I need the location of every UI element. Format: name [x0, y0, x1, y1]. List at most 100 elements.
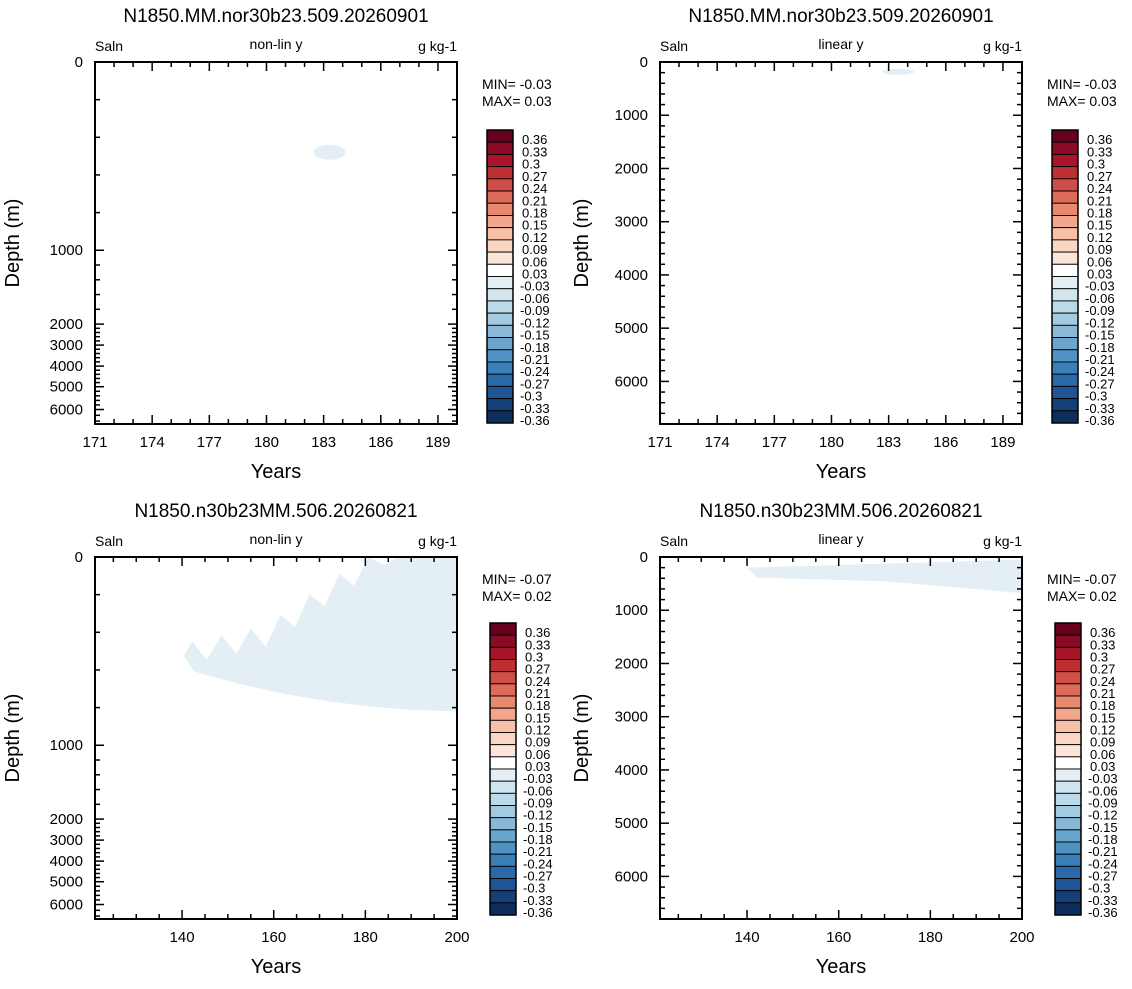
colorbar-swatch	[1054, 853, 1082, 867]
colorbar-swatch	[1054, 902, 1082, 916]
x-tick-label: 171	[647, 434, 672, 451]
max-value-text: MAX= 0.02	[482, 588, 552, 604]
y-axis-label: Depth (m)	[571, 199, 593, 288]
colorbar-swatch	[1054, 707, 1082, 721]
colorbar-label: -0.06	[1085, 291, 1115, 306]
colorbar-label: 0.15	[525, 710, 550, 725]
x-tick-label: 186	[368, 434, 393, 451]
y-tick-label: 1000	[615, 107, 648, 124]
colorbar-label: -0.15	[523, 820, 553, 835]
colorbar-label: -0.15	[1088, 820, 1118, 835]
colorbar-swatch	[1051, 141, 1079, 155]
colorbar-swatch	[1051, 361, 1079, 375]
colorbar-swatch	[1054, 756, 1082, 770]
colorbar-frame	[486, 129, 514, 424]
colorbar-label: -0.3	[523, 881, 545, 896]
colorbar-label: 0.06	[525, 747, 550, 762]
colorbar-swatch	[1054, 744, 1082, 758]
x-tick-label: 160	[261, 929, 286, 946]
colorbar-swatch	[486, 227, 514, 241]
anomaly-fills	[882, 68, 915, 75]
colorbar-swatch	[1051, 373, 1079, 387]
colorbar-swatch	[486, 239, 514, 253]
colorbar-swatch	[489, 707, 517, 721]
colorbar-swatch	[486, 178, 514, 192]
colorbar-label: 0.18	[522, 205, 547, 220]
colorbar-swatch	[489, 780, 517, 794]
colorbar-label: -0.27	[1085, 376, 1115, 391]
colorbar-label: -0.03	[523, 771, 553, 786]
colorbar-swatch	[1051, 324, 1079, 338]
colorbar-swatch	[1051, 349, 1079, 363]
colorbar-swatch	[1054, 768, 1082, 782]
colorbar-label: -0.15	[1085, 328, 1115, 343]
colorbar-swatch	[1051, 239, 1079, 253]
colorbar-swatch	[489, 719, 517, 733]
colorbar-label: -0.09	[523, 796, 553, 811]
colorbar-label: 0.3	[1087, 157, 1105, 172]
colorbar-swatch	[489, 671, 517, 685]
colorbar-label: -0.09	[520, 303, 550, 318]
scale-label: non-lin y	[250, 531, 303, 547]
colorbar-label: -0.06	[1088, 783, 1118, 798]
colorbar-label: -0.09	[1085, 303, 1115, 318]
colorbar-label: 0.06	[1090, 747, 1115, 762]
colorbar-swatch	[489, 768, 517, 782]
colorbar: 0.360.330.30.270.240.210.180.150.120.090…	[486, 129, 550, 428]
colorbar-swatch	[489, 878, 517, 892]
colorbar-label: -0.06	[520, 291, 550, 306]
y-tick-label: 4000	[615, 762, 648, 779]
colorbar-swatch	[489, 902, 517, 916]
x-tick-label: 180	[918, 929, 943, 946]
colorbar-label: -0.18	[520, 340, 550, 355]
colorbar-label: 0.21	[522, 193, 547, 208]
colorbar-swatch	[489, 659, 517, 673]
colorbar-label: 0.36	[1090, 625, 1115, 640]
colorbar-swatch	[489, 744, 517, 758]
colorbar-label: 0.33	[1087, 144, 1112, 159]
min-value-text: MIN= -0.07	[482, 571, 552, 587]
x-tick-label: 174	[705, 434, 730, 451]
colorbar-swatch	[1051, 410, 1079, 424]
colorbar-label: 0.24	[1087, 181, 1112, 196]
colorbar-label: 0.12	[1090, 723, 1115, 738]
colorbar-swatch	[1054, 817, 1082, 831]
x-tick-label: 177	[197, 434, 222, 451]
plot-frame	[94, 556, 458, 920]
colorbar-swatch	[486, 141, 514, 155]
max-value-text: MAX= 0.03	[482, 93, 552, 109]
colorbar-swatch	[1051, 263, 1079, 277]
colorbar-label: 0.24	[525, 674, 550, 689]
colorbar-swatch	[486, 276, 514, 290]
x-axis-label: Years	[251, 461, 301, 483]
colorbar-swatch	[1054, 671, 1082, 685]
chart-title: N1850.n30b23MM.506.20260821	[134, 501, 417, 522]
colorbar-swatch	[486, 288, 514, 302]
colorbar-swatch	[1051, 251, 1079, 265]
chart-title: N1850.MM.nor30b23.509.20260901	[688, 6, 993, 27]
scale-label: linear y	[818, 531, 863, 547]
colorbar-label: -0.27	[1088, 869, 1118, 884]
colorbar-label: 0.09	[1090, 735, 1115, 750]
colorbar-swatch	[489, 792, 517, 806]
colorbar-label: 0.12	[522, 230, 547, 245]
colorbar-label: 0.36	[1087, 132, 1112, 147]
y-tick-label: 6000	[50, 402, 83, 419]
colorbar-swatch	[1051, 190, 1079, 204]
colorbar-swatch	[1054, 622, 1082, 636]
max-value-text: MAX= 0.03	[1047, 93, 1117, 109]
colorbar-label: -0.24	[1085, 364, 1115, 379]
y-tick-label: 2000	[50, 316, 83, 333]
colorbar-swatch	[486, 129, 514, 143]
colorbar-swatch	[489, 622, 517, 636]
colorbar-swatch	[1051, 129, 1079, 143]
colorbar-label: -0.12	[520, 315, 550, 330]
colorbar-swatch	[489, 841, 517, 855]
colorbar-frame	[1051, 129, 1079, 424]
colorbar-swatch	[489, 695, 517, 709]
colorbar: 0.360.330.30.270.240.210.180.150.120.090…	[1051, 129, 1115, 428]
colorbar-label: 0.09	[1087, 242, 1112, 257]
units-label: g kg-1	[983, 533, 1022, 549]
colorbar-label: 0.12	[1087, 230, 1112, 245]
